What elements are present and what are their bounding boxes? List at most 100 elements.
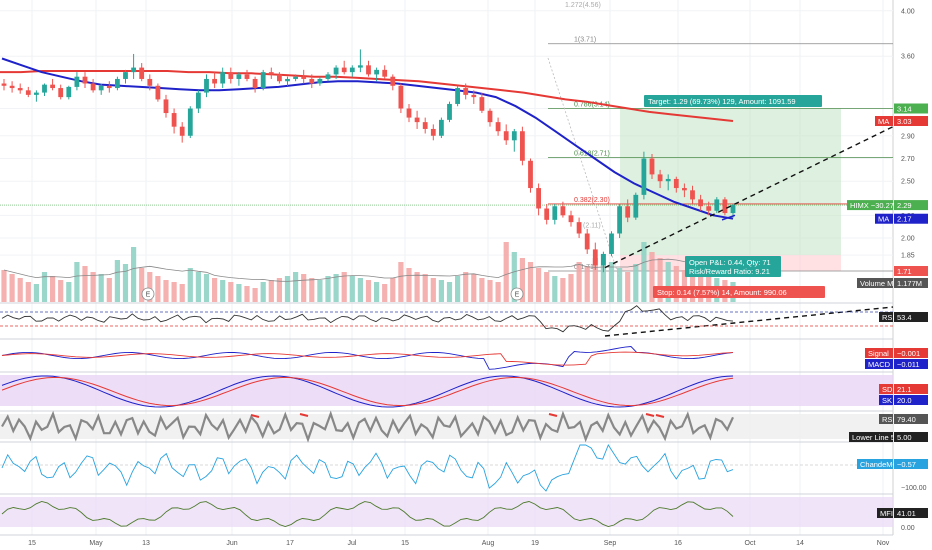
volume-bar — [309, 278, 315, 302]
candle-body — [293, 76, 298, 79]
volume-bar — [406, 268, 412, 302]
price-axis-label: 3.60 — [901, 54, 915, 61]
earnings-marker — [510, 287, 524, 301]
candle-body — [528, 160, 533, 189]
rsi2-overbought-mark — [299, 413, 309, 417]
candle-body — [657, 174, 663, 182]
volume-bar — [560, 278, 566, 302]
candle-body — [374, 69, 379, 75]
candle-body — [706, 206, 712, 211]
pnl-label-box — [685, 256, 781, 277]
tag-sk-name-bg — [879, 395, 893, 405]
tag-sk-value-bg — [894, 395, 928, 405]
profit-zone — [620, 108, 841, 256]
volume-bar — [649, 252, 655, 302]
volume-bar — [665, 262, 671, 302]
candle-body — [455, 88, 460, 104]
candle-body — [90, 83, 96, 91]
candle-body — [641, 158, 647, 195]
candle-body — [439, 119, 444, 136]
candle-body — [649, 158, 655, 175]
tag-volume-ma-value: 1.177M — [897, 279, 922, 288]
stoch-d-line — [1, 376, 734, 407]
fib-trend-line — [547, 57, 621, 281]
volume-bar — [641, 242, 647, 302]
tag-ma-slow-name: MA — [878, 117, 889, 126]
tag-rsi-name: RSI — [882, 313, 895, 322]
tag-mfi-value-bg — [894, 508, 928, 518]
fib-partial-label: (2.11) — [583, 223, 601, 230]
volume-bar — [657, 258, 663, 302]
tag-chande-value-bg — [894, 459, 928, 469]
volume-bar — [260, 282, 266, 302]
volume-bar — [268, 280, 274, 302]
price-axis-label: 4.00 — [901, 8, 915, 15]
candle-body — [609, 233, 614, 254]
volume-bar — [365, 280, 372, 302]
candle-body — [422, 122, 428, 129]
tag-rsi2-value: 79.40 — [897, 415, 916, 424]
volume-bar — [341, 272, 347, 302]
time-axis-label: Jul — [348, 540, 357, 547]
volume-bar — [131, 247, 137, 302]
candle-body — [349, 67, 355, 73]
tag-volume-ma-value-bg — [894, 278, 928, 288]
candle-body — [463, 88, 469, 95]
tag-sk-value: 20.0 — [897, 396, 912, 405]
volume-bar — [179, 284, 185, 302]
fib-level-label: 0.618(2.71) — [574, 150, 610, 157]
volume-bar — [446, 282, 453, 302]
volume-bar — [374, 282, 380, 302]
tag-chande-name-bg — [857, 459, 893, 469]
candle-body — [633, 194, 639, 218]
rsi2-overbought-mark — [645, 413, 655, 417]
candle-body — [9, 85, 15, 89]
tag-chande-value: −0.57 — [897, 460, 916, 469]
volume-bar — [455, 276, 461, 302]
candle-body — [366, 65, 371, 75]
time-axis-label: Sep — [604, 540, 617, 547]
volume-bar — [430, 278, 436, 302]
volume-bar — [317, 280, 323, 302]
volume-bar — [147, 272, 153, 302]
candle-body — [471, 94, 477, 98]
candle-body — [98, 85, 104, 91]
price-axis-label: 2.70 — [901, 156, 915, 163]
candle-body — [25, 90, 31, 95]
candle-body — [236, 74, 242, 79]
candle-body — [74, 76, 80, 87]
volume-bar — [519, 258, 525, 302]
candle-body — [325, 74, 331, 79]
tag-symbol-name: HIMX −30.27% — [850, 201, 901, 210]
candle-body — [520, 131, 525, 161]
candle-body — [106, 85, 112, 89]
volume-bar — [495, 282, 501, 302]
tag-volume-ma-name: Volume MA — [860, 279, 898, 288]
tag-macd-name: MACD — [868, 360, 891, 369]
volume-bar — [220, 280, 226, 302]
volume-bar — [244, 286, 250, 302]
rsi-line — [1, 305, 734, 333]
volume-bar — [187, 268, 193, 302]
candle-body — [625, 206, 631, 218]
candle-body — [212, 78, 217, 84]
candle-body — [277, 74, 282, 82]
candle-body — [220, 72, 226, 84]
tag-mfi-name: MFI — [880, 509, 893, 518]
volume-bar — [471, 274, 477, 302]
target-label-text: Target: 1.29 (69.73%) 129, Amount: 1091.… — [648, 97, 796, 106]
candle-body — [576, 222, 582, 234]
candle-body — [50, 84, 55, 89]
candle-body — [398, 85, 404, 109]
candle-body — [187, 108, 193, 136]
volume-bar — [228, 282, 234, 302]
tag-last-price: 2.29 — [897, 201, 912, 210]
tag-lower-line-value-bg — [894, 432, 928, 442]
candle-body — [317, 78, 323, 84]
volume-bar — [17, 278, 23, 302]
volume-bar — [195, 272, 201, 302]
candle-body — [58, 88, 64, 98]
volume-bar — [252, 288, 258, 302]
